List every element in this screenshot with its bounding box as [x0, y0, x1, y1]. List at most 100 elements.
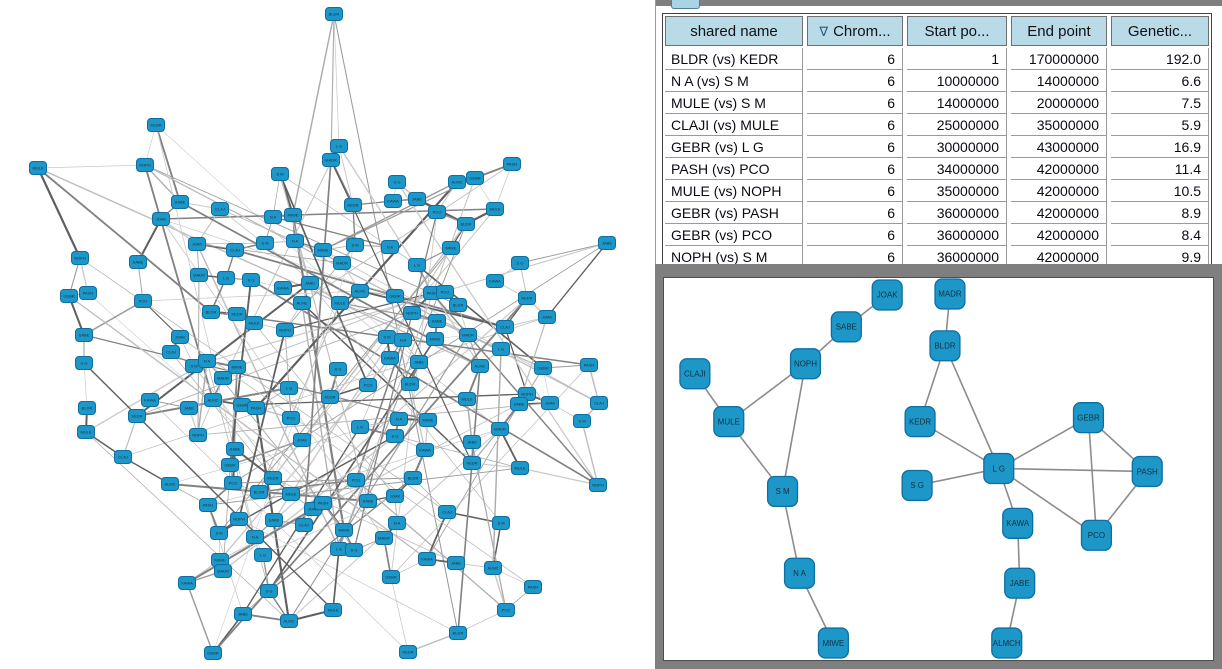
graph-node[interactable]: MADR: [214, 371, 232, 385]
table-cell[interactable]: 25000000: [907, 114, 1007, 136]
graph-node[interactable]: S M: [271, 167, 289, 181]
table-cell[interactable]: 43000000: [1011, 136, 1107, 158]
graph-node[interactable]: S G: [386, 429, 404, 443]
graph-node[interactable]: JOAK: [188, 237, 206, 251]
graph-node[interactable]: KAWA: [384, 194, 402, 208]
graph-node[interactable]: BLDR: [250, 485, 268, 499]
graph-node[interactable]: PASH: [199, 498, 217, 512]
graph-node[interactable]: KEDR: [399, 645, 417, 659]
graph-node[interactable]: JOAK: [541, 396, 559, 410]
graph-node[interactable]: L G: [408, 258, 426, 272]
subnetwork-canvas[interactable]: JOAK MADR SABE BLDR NOPH CLAJI MULE KEDR GEBR L G…: [664, 278, 1213, 660]
table-cell[interactable]: 1: [907, 48, 1007, 70]
table-cell[interactable]: 6: [807, 136, 903, 158]
filter-icon[interactable]: ∇: [819, 23, 829, 39]
graph-node[interactable]: NOPH: [230, 512, 248, 526]
table-cell[interactable]: 6: [807, 158, 903, 180]
table-cell[interactable]: 192.0: [1111, 48, 1209, 70]
graph-node[interactable]: N A: [264, 210, 282, 224]
graph-node[interactable]: S M: [766, 475, 799, 508]
graph-node[interactable]: MULE: [511, 461, 529, 475]
graph-node[interactable]: S G: [260, 584, 278, 598]
table-cell[interactable]: 6: [807, 114, 903, 136]
graph-node[interactable]: BLDR: [404, 471, 422, 485]
graph-node[interactable]: KAWA: [381, 351, 399, 365]
graph-node[interactable]: KEDR: [147, 118, 165, 132]
table-cell[interactable]: 36000000: [907, 224, 1007, 246]
table-cell[interactable]: 42000000: [1011, 202, 1107, 224]
graph-node[interactable]: N A: [381, 240, 399, 254]
graph-node[interactable]: CLAJ: [162, 345, 180, 359]
graph-node[interactable]: PASH: [524, 580, 542, 594]
graph-node[interactable]: PCO: [428, 205, 446, 219]
graph-node[interactable]: S G: [388, 175, 406, 189]
graph-node[interactable]: JABE: [598, 236, 616, 250]
graph-node[interactable]: MULE: [331, 296, 349, 310]
table-cell[interactable]: 42000000: [1011, 158, 1107, 180]
graph-node[interactable]: S M: [210, 526, 228, 540]
graph-node[interactable]: GEBR: [60, 289, 78, 303]
column-header-4[interactable]: Genetic...: [1111, 16, 1209, 46]
table-cell[interactable]: 6: [807, 48, 903, 70]
graph-node[interactable]: S M: [346, 238, 364, 252]
column-header-1[interactable]: ∇ Chrom...: [807, 16, 903, 46]
graph-node[interactable]: N A: [783, 557, 816, 589]
graph-node[interactable]: PCO: [224, 476, 242, 490]
graph-node[interactable]: MADR: [375, 531, 393, 545]
graph-node[interactable]: S M: [492, 516, 510, 530]
graph-node[interactable]: JABE: [463, 435, 481, 449]
column-header-0[interactable]: shared name: [665, 16, 803, 46]
table-cell[interactable]: 14000000: [1011, 70, 1107, 92]
graph-node[interactable]: MADR: [322, 153, 340, 167]
graph-node[interactable]: JABE: [410, 355, 428, 369]
table-cell[interactable]: 11.4: [1111, 158, 1209, 180]
graph-node[interactable]: PCO: [282, 411, 300, 425]
graph-node[interactable]: KEDR: [321, 390, 339, 404]
graph-node[interactable]: GEBR: [204, 646, 222, 660]
table-cell[interactable]: 30000000: [907, 136, 1007, 158]
graph-node[interactable]: S G: [345, 543, 363, 557]
graph-node[interactable]: PASH: [79, 286, 97, 300]
graph-node[interactable]: JOAK: [538, 310, 556, 324]
table-tab-fragment[interactable]: [671, 0, 700, 9]
graph-node[interactable]: CLAJI: [679, 358, 711, 390]
graph-node[interactable]: N A: [286, 234, 304, 248]
graph-node[interactable]: MULE: [29, 161, 47, 175]
graph-node[interactable]: PCO: [359, 378, 377, 392]
graph-node[interactable]: S G: [511, 256, 529, 270]
graph-node[interactable]: KEDR: [518, 291, 536, 305]
table-cell[interactable]: GEBR (vs) PCO: [665, 224, 803, 246]
graph-node[interactable]: SABE: [830, 311, 862, 343]
graph-node[interactable]: KAWA: [486, 274, 504, 288]
graph-node[interactable]: JABE: [1004, 567, 1036, 599]
table-cell[interactable]: 6: [807, 224, 903, 246]
graph-node[interactable]: GEBR: [382, 570, 400, 584]
graph-node[interactable]: CLAJ: [496, 320, 514, 334]
graph-node[interactable]: JOAK: [871, 279, 903, 311]
graph-node[interactable]: SABE: [265, 513, 283, 527]
table-cell[interactable]: 170000000: [1011, 48, 1107, 70]
graph-node[interactable]: MULE: [486, 202, 504, 216]
graph-node[interactable]: CLAJ: [226, 243, 244, 257]
graph-node[interactable]: L G: [254, 548, 272, 562]
graph-node[interactable]: MULE: [77, 425, 95, 439]
graph-node[interactable]: PASH: [580, 358, 598, 372]
graph-node[interactable]: KAWA: [274, 281, 292, 295]
graph-node[interactable]: CLAJ: [590, 396, 608, 410]
graph-node[interactable]: BLDR: [401, 377, 419, 391]
graph-node[interactable]: MULE: [245, 316, 263, 330]
graph-node[interactable]: JABE: [180, 401, 198, 415]
graph-node[interactable]: CLAJ: [114, 450, 132, 464]
graph-node[interactable]: BLDR: [449, 298, 467, 312]
graph-node[interactable]: BLDR: [202, 305, 220, 319]
graph-node[interactable]: NOPH: [789, 348, 822, 380]
table-cell[interactable]: 35000000: [907, 180, 1007, 202]
column-header-2[interactable]: Start po...: [907, 16, 1007, 46]
graph-node[interactable]: MADR: [214, 564, 232, 578]
graph-node[interactable]: NOPH: [136, 158, 154, 172]
graph-node[interactable]: SABE: [428, 314, 446, 328]
graph-node[interactable]: N A: [246, 530, 264, 544]
graph-node[interactable]: MADR: [190, 268, 208, 282]
graph-node[interactable]: BLDR: [449, 626, 467, 640]
table-cell[interactable]: 6.6: [1111, 70, 1209, 92]
